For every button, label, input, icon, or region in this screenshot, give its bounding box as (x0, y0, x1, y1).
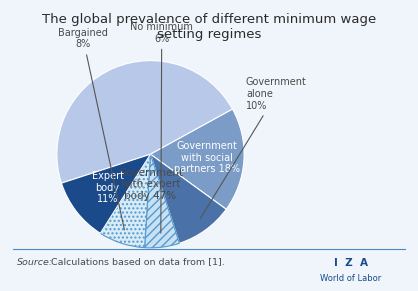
Text: Source:: Source: (17, 258, 53, 267)
Wedge shape (100, 154, 150, 248)
Text: Government
alone
10%: Government alone 10% (200, 77, 307, 219)
Wedge shape (57, 61, 232, 183)
Text: Expert
body
11%: Expert body 11% (92, 171, 124, 204)
Wedge shape (145, 154, 179, 248)
Text: I  Z  A: I Z A (334, 258, 368, 267)
Wedge shape (61, 154, 150, 233)
Text: No minimum
6%: No minimum 6% (130, 22, 193, 233)
Text: Calculations based on data from [1].: Calculations based on data from [1]. (48, 258, 225, 267)
Text: The global prevalence of different minimum wage
setting regimes: The global prevalence of different minim… (42, 13, 376, 41)
Wedge shape (150, 154, 226, 243)
Wedge shape (150, 109, 244, 209)
Text: World of Labor: World of Labor (321, 274, 382, 283)
Text: Government
with expert
body 47%: Government with expert body 47% (118, 168, 183, 201)
Text: Bargained
8%: Bargained 8% (58, 28, 125, 230)
Text: Government
with social
partners 18%: Government with social partners 18% (173, 141, 240, 174)
